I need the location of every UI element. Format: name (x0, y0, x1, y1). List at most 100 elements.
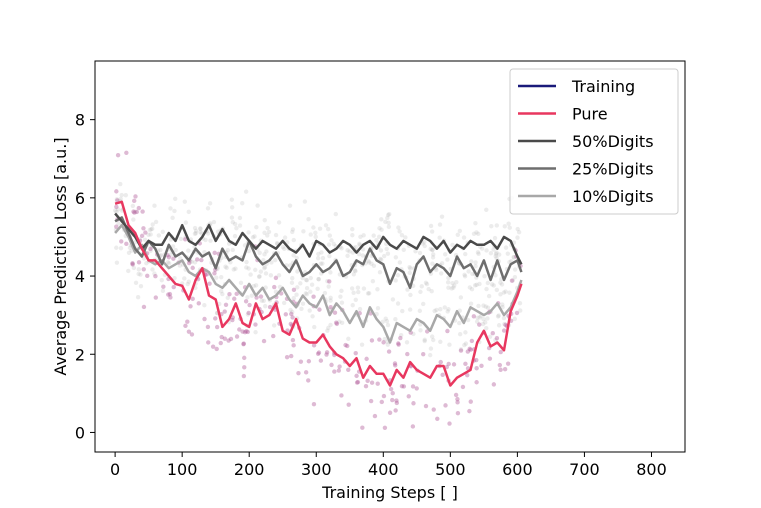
scatter-point (377, 337, 382, 342)
scatter-point (381, 253, 387, 259)
scatter-point (192, 231, 198, 236)
scatter-point (262, 252, 267, 257)
scatter-point (252, 234, 257, 239)
scatter-point (258, 269, 264, 274)
scatter-point (494, 250, 499, 255)
scatter-point (124, 241, 129, 247)
scatter-point (226, 338, 231, 343)
scatter-point (316, 350, 322, 355)
scatter-point (153, 219, 159, 225)
scatter-point (255, 203, 260, 208)
scatter-point (339, 288, 344, 294)
scatter-point (434, 307, 439, 313)
scatter-point (475, 250, 481, 255)
scatter-point (466, 269, 471, 274)
scatter-point (329, 362, 334, 368)
scatter-point (393, 255, 399, 260)
scatter-point (361, 286, 367, 291)
scatter-point (230, 247, 235, 253)
scatter-point (491, 247, 496, 252)
scatter-point (345, 253, 350, 259)
scatter-point (334, 321, 340, 327)
scatter-point (452, 283, 457, 288)
scatter-point (153, 295, 158, 300)
x-axis: 0 100 200 300 400 500 600 700 800 (110, 452, 667, 479)
scatter-point (119, 192, 124, 198)
scatter-point (401, 384, 407, 389)
series-line-50-digits (114, 212, 523, 265)
scatter-point (234, 291, 239, 297)
scatter-point (495, 314, 501, 319)
scatter-point (188, 304, 193, 309)
scatter-point (366, 258, 371, 264)
scatter-point (183, 237, 188, 242)
scatter-point (431, 252, 436, 257)
scatter-point (497, 362, 503, 368)
scatter-point (501, 290, 507, 295)
scatter-point (455, 400, 460, 405)
scatter-point (299, 306, 304, 311)
scatter-point (315, 351, 321, 356)
scatter-point (337, 319, 342, 324)
scatter-point (489, 282, 495, 287)
scatter-point (328, 270, 333, 275)
scatter-point (304, 278, 310, 283)
scatter-point (431, 337, 436, 343)
scatter-point (485, 280, 491, 286)
scatter-point (281, 300, 287, 306)
scatter-point (382, 336, 388, 342)
series-line-10-digits (114, 223, 523, 344)
scatter-point (481, 303, 486, 308)
series-line-25-digits (114, 216, 523, 290)
scatter-point (517, 301, 523, 306)
scatter-point (511, 254, 516, 260)
scatter-point (446, 361, 451, 367)
scatter-point (145, 273, 150, 279)
scatter-point (223, 264, 228, 269)
scatter-point (399, 232, 405, 238)
scatter-point (301, 229, 306, 234)
scatter-point (395, 301, 401, 306)
scatter-point (453, 392, 459, 398)
scatter-point (494, 223, 499, 228)
scatter-point (426, 286, 431, 292)
scatter-point (133, 194, 138, 199)
scatter-point (438, 359, 443, 365)
scatter-point (138, 283, 144, 289)
scatter-point (289, 353, 294, 359)
scatter-point (190, 296, 195, 302)
scatter-point (126, 268, 131, 274)
scatter-point (253, 329, 258, 335)
scatter-point (251, 283, 256, 289)
scatter-point (477, 315, 482, 320)
scatter-point (189, 259, 194, 264)
scatter-point (322, 290, 328, 296)
scatter-point (407, 270, 412, 276)
scatter-point (241, 373, 247, 379)
scatter-point (130, 262, 135, 267)
scatter-point (242, 355, 247, 361)
scatter-point (272, 257, 278, 263)
scatter-point (411, 401, 416, 406)
scatter-point (430, 255, 436, 260)
scatter-point (354, 380, 360, 385)
scatter-point (374, 237, 379, 243)
scatter-point (222, 309, 227, 314)
scatter-point (349, 286, 355, 291)
scatter-point (424, 281, 430, 287)
scatter-point (336, 368, 342, 373)
scatter-point (212, 271, 217, 276)
scatter-point (290, 275, 295, 281)
scatter-point (379, 227, 384, 232)
scatter-point (421, 301, 426, 307)
scatter-point (262, 265, 267, 271)
scatter-point (355, 285, 361, 290)
scatter-point (229, 215, 235, 220)
scatter-point (446, 285, 451, 290)
scatter-point (480, 321, 486, 327)
y-axis: 0 2 4 6 8 (75, 111, 95, 442)
scatter-point (339, 393, 344, 398)
scatter-point (472, 283, 478, 288)
scatter-point (431, 407, 436, 412)
